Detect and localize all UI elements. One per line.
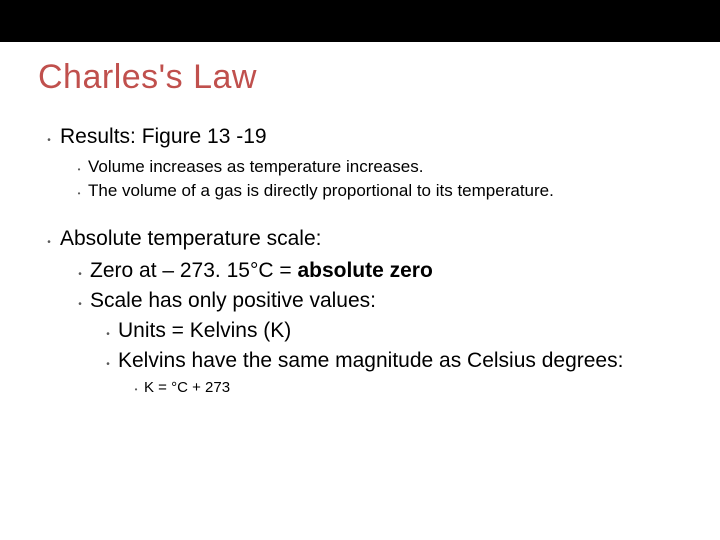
bullet-icon: • <box>70 185 88 198</box>
slide-title: Charles's Law <box>38 58 682 97</box>
bullet-icon: • <box>128 382 144 394</box>
list-item: • The volume of a gas is directly propor… <box>70 181 682 201</box>
list-item: • Kelvins have the same magnitude as Cel… <box>98 349 682 373</box>
item-text: Results: Figure 13 -19 <box>60 125 267 149</box>
list-item: • Volume increases as temperature increa… <box>70 157 682 177</box>
list-item: • Absolute temperature scale: <box>38 227 682 251</box>
bullet-icon: • <box>98 324 118 340</box>
item-text: Scale has only positive values: <box>90 289 376 313</box>
header-bar <box>0 0 720 42</box>
item-text: K = °C + 273 <box>144 379 230 396</box>
item-text: Absolute temperature scale: <box>60 227 321 251</box>
bullet-icon: • <box>38 232 60 248</box>
list-item: • Zero at – 273. 15°C = absolute zero <box>70 259 682 283</box>
bullet-icon: • <box>38 130 60 146</box>
item-text: Zero at – 273. 15°C = absolute zero <box>90 259 433 283</box>
item-text: Units = Kelvins (K) <box>118 319 291 343</box>
item-text: Kelvins have the same magnitude as Celsi… <box>118 349 623 373</box>
item-text: The volume of a gas is directly proporti… <box>88 181 554 201</box>
spacer <box>38 205 682 227</box>
text-part: Zero at – 273. 15°C = <box>90 259 297 282</box>
slide-content: Charles's Law • Results: Figure 13 -19 •… <box>0 42 720 396</box>
bullet-list: • Results: Figure 13 -19 • Volume increa… <box>38 125 682 396</box>
bold-text: absolute zero <box>297 259 432 282</box>
bullet-icon: • <box>98 354 118 370</box>
list-item: • Results: Figure 13 -19 <box>38 125 682 149</box>
bullet-icon: • <box>70 264 90 280</box>
bullet-icon: • <box>70 161 88 174</box>
list-item: • Units = Kelvins (K) <box>98 319 682 343</box>
list-item: • Scale has only positive values: <box>70 289 682 313</box>
list-item: • K = °C + 273 <box>128 379 682 396</box>
item-text: Volume increases as temperature increase… <box>88 157 423 177</box>
bullet-icon: • <box>70 294 90 310</box>
